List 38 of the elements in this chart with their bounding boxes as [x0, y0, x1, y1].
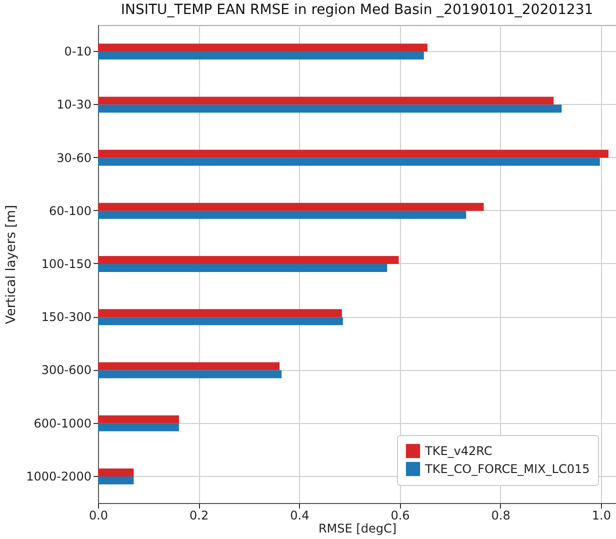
y-tick-label: 150-300: [41, 310, 92, 324]
x-axis-title: RMSE [degC]: [318, 522, 397, 536]
x-tick-label: 0.2: [190, 508, 209, 522]
bar: [98, 256, 399, 264]
x-tick-label: 0.4: [290, 508, 310, 522]
bar: [98, 210, 466, 219]
bar: [98, 158, 600, 166]
legend-label: TKE_CO_FORCE_MIX_LC015: [424, 462, 590, 476]
y-tick-label: 600-1000: [34, 416, 92, 430]
x-tick-label: 0.6: [390, 508, 410, 522]
bar: [98, 468, 134, 476]
bar: [98, 362, 280, 370]
y-tick-label: 1000-2000: [26, 469, 92, 484]
y-tick-label: 0-10: [64, 44, 92, 59]
y-tick-label: 30-60: [56, 150, 92, 165]
bar: [98, 309, 342, 318]
y-tick-label: 60-100: [48, 204, 92, 218]
bar: [98, 317, 343, 326]
bar: [98, 264, 388, 272]
y-tick-label: 300-600: [41, 363, 92, 378]
y-tick-label: 100-150: [41, 257, 92, 271]
x-tick-label: 0.8: [491, 508, 510, 522]
bar: [98, 415, 179, 424]
x-tick-label: 1.0: [592, 508, 611, 522]
legend-label: TKE_v42RC: [424, 444, 492, 458]
y-tick-label: 10-30: [56, 98, 92, 112]
chart-title: INSITU_TEMP EAN RMSE in region Med Basin _20190101_20201231: [120, 2, 594, 18]
bar: [98, 370, 282, 378]
bar: [98, 44, 428, 52]
bar: [98, 52, 424, 60]
bar: [98, 104, 562, 113]
bar: [98, 476, 134, 484]
bar: [98, 96, 554, 105]
bar: [98, 150, 608, 158]
x-tick-label: 0.0: [88, 508, 108, 522]
bar: [98, 423, 179, 432]
bar: [98, 202, 484, 211]
y-axis-title: Vertical layers [m]: [4, 204, 20, 324]
